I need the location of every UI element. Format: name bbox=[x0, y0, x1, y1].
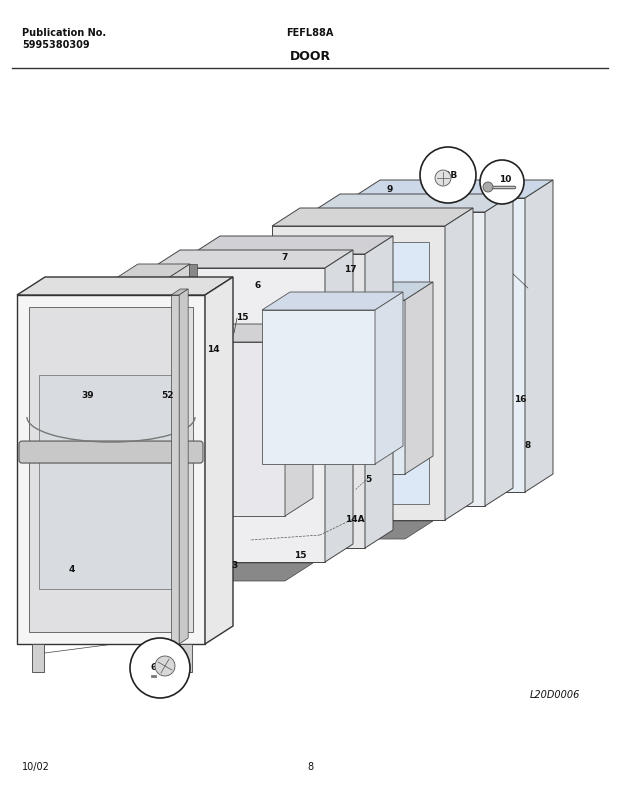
Text: 7: 7 bbox=[282, 253, 288, 263]
Text: 12: 12 bbox=[452, 157, 464, 167]
Polygon shape bbox=[110, 282, 162, 576]
Polygon shape bbox=[352, 198, 525, 492]
Polygon shape bbox=[189, 264, 197, 538]
Polygon shape bbox=[272, 208, 473, 226]
Text: L20D0006: L20D0006 bbox=[530, 690, 580, 700]
Text: 10: 10 bbox=[499, 175, 511, 184]
Polygon shape bbox=[112, 563, 313, 581]
Polygon shape bbox=[49, 313, 57, 587]
Polygon shape bbox=[232, 300, 405, 474]
Text: 8: 8 bbox=[307, 762, 313, 772]
Text: 6: 6 bbox=[255, 280, 261, 290]
Polygon shape bbox=[29, 307, 193, 632]
Polygon shape bbox=[262, 292, 403, 310]
FancyBboxPatch shape bbox=[19, 441, 203, 463]
Circle shape bbox=[480, 160, 524, 204]
Polygon shape bbox=[112, 324, 313, 342]
Polygon shape bbox=[288, 242, 429, 504]
Text: 9: 9 bbox=[387, 186, 393, 195]
Polygon shape bbox=[32, 644, 44, 672]
Polygon shape bbox=[208, 270, 349, 532]
Text: 60B: 60B bbox=[151, 664, 170, 673]
Polygon shape bbox=[232, 282, 433, 300]
Polygon shape bbox=[162, 264, 190, 576]
Polygon shape bbox=[262, 310, 375, 464]
Polygon shape bbox=[171, 295, 179, 644]
Circle shape bbox=[435, 170, 451, 186]
Text: 39: 39 bbox=[82, 391, 94, 399]
Polygon shape bbox=[17, 295, 205, 644]
Text: FEFL88A: FEFL88A bbox=[286, 28, 334, 38]
Polygon shape bbox=[152, 250, 353, 268]
Text: 17: 17 bbox=[343, 265, 356, 275]
Text: 16: 16 bbox=[514, 395, 526, 404]
Polygon shape bbox=[205, 277, 233, 644]
Polygon shape bbox=[368, 214, 509, 476]
Polygon shape bbox=[285, 324, 313, 516]
Text: eReplacementParts.com: eReplacementParts.com bbox=[242, 415, 378, 425]
Text: 8: 8 bbox=[525, 441, 531, 449]
Text: 5: 5 bbox=[365, 476, 371, 484]
Polygon shape bbox=[171, 289, 188, 295]
Polygon shape bbox=[180, 644, 192, 672]
Polygon shape bbox=[375, 292, 403, 464]
Polygon shape bbox=[152, 268, 325, 562]
Polygon shape bbox=[312, 212, 485, 506]
Polygon shape bbox=[272, 226, 445, 520]
Text: 14A: 14A bbox=[345, 515, 365, 525]
Text: Publication No.: Publication No. bbox=[22, 28, 106, 38]
Polygon shape bbox=[445, 208, 473, 520]
Circle shape bbox=[155, 656, 175, 676]
Polygon shape bbox=[325, 250, 353, 562]
Text: 52: 52 bbox=[162, 391, 174, 399]
Text: 15: 15 bbox=[294, 550, 306, 560]
Text: 10B: 10B bbox=[438, 171, 458, 179]
Text: 4: 4 bbox=[69, 565, 75, 575]
Polygon shape bbox=[112, 342, 285, 516]
Text: 10/02: 10/02 bbox=[22, 762, 50, 772]
Circle shape bbox=[483, 182, 493, 192]
Polygon shape bbox=[17, 277, 233, 295]
Text: 3: 3 bbox=[232, 561, 238, 569]
Text: DOOR: DOOR bbox=[290, 50, 330, 63]
Circle shape bbox=[130, 638, 190, 698]
Polygon shape bbox=[365, 236, 393, 548]
Text: 5995380309: 5995380309 bbox=[22, 40, 90, 50]
Polygon shape bbox=[192, 236, 393, 254]
Polygon shape bbox=[352, 180, 553, 198]
Polygon shape bbox=[39, 375, 183, 589]
Polygon shape bbox=[232, 521, 433, 539]
Polygon shape bbox=[110, 264, 190, 282]
Text: 14: 14 bbox=[206, 345, 219, 354]
Polygon shape bbox=[405, 282, 433, 474]
Text: 15: 15 bbox=[236, 314, 248, 322]
Polygon shape bbox=[525, 180, 553, 492]
Polygon shape bbox=[485, 194, 513, 506]
Polygon shape bbox=[312, 194, 513, 212]
Polygon shape bbox=[192, 254, 365, 548]
Polygon shape bbox=[179, 289, 188, 644]
Circle shape bbox=[420, 147, 476, 203]
